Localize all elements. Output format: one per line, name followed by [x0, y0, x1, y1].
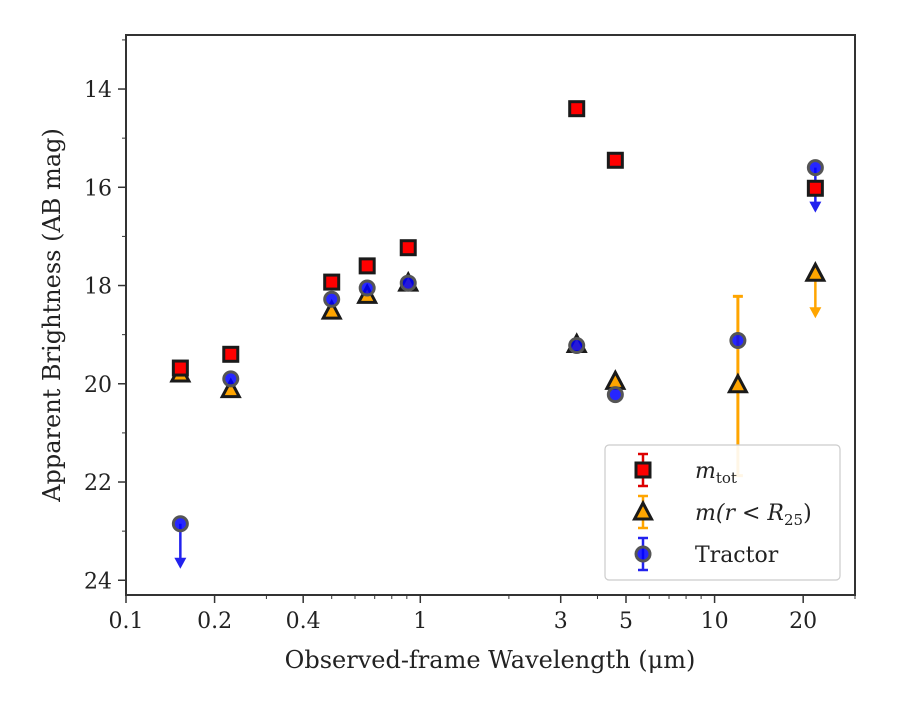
point-m-r-r25--1: [219, 377, 242, 399]
point-m-tot-5: [568, 100, 586, 118]
y-tick-label-4: 22: [84, 471, 112, 496]
legend-marker-1: [632, 499, 654, 521]
legend-item-2: Tractor: [634, 536, 779, 572]
legend-label-0: mtot: [695, 459, 737, 487]
x-tick-label-5: 5: [619, 609, 633, 634]
point-tractor-5: [568, 336, 586, 354]
x-axis-label: Observed-frame Wavelength (μm): [285, 646, 696, 674]
point-m-tot-2: [323, 273, 341, 291]
x-tick-label-1: 0.2: [197, 609, 232, 634]
y-tick-label-2: 18: [84, 275, 112, 300]
point-tractor-4: [399, 274, 417, 292]
point-tractor-7: [729, 332, 747, 350]
legend-label-2: Tractor: [695, 543, 779, 568]
point-m-tot-3: [358, 257, 376, 275]
point-m-r-r25--6: [604, 369, 627, 390]
point-tractor-2: [323, 290, 341, 308]
x-tick-label-2: 0.4: [286, 609, 321, 634]
legend-marker-0: [634, 461, 652, 479]
legend-marker-2: [634, 545, 652, 563]
legend-box: [604, 444, 841, 581]
point-m-tot-6: [606, 151, 624, 169]
legend-item-1: m(r < R25): [632, 494, 812, 530]
point-m-tot-1: [222, 345, 240, 363]
legend-item-0: mtot: [634, 452, 737, 488]
point-tractor-3: [358, 279, 376, 297]
x-tick-label-4: 3: [554, 609, 568, 634]
y-tick-label-1: 16: [84, 176, 112, 201]
y-tick-label-5: 24: [84, 569, 112, 594]
point-m-r-r25--2: [320, 298, 343, 320]
point-m-r-r25--8: [804, 261, 827, 282]
point-tractor-8: [806, 159, 824, 177]
point-m-tot-7: [806, 179, 824, 197]
y-tick-label-3: 20: [84, 373, 112, 398]
x-tick-label-0: 0.1: [109, 609, 144, 634]
x-tick-label-6: 10: [701, 609, 729, 634]
point-tractor-6: [606, 386, 624, 404]
point-m-r-r25--7: [726, 372, 749, 394]
plot-frame: [125, 34, 856, 596]
point-tractor-1: [222, 370, 240, 388]
y-tick-label-0: 14: [84, 78, 112, 103]
legend-label-1: m(r < R25): [695, 501, 812, 529]
point-m-tot-0: [171, 359, 189, 377]
y-axis-label: Apparent Brightness (AB mag): [38, 128, 66, 503]
x-tick-label-3: 1: [413, 609, 427, 634]
point-m-tot-4: [399, 239, 417, 257]
x-tick-label-7: 20: [789, 609, 817, 634]
point-tractor-0: [171, 515, 189, 533]
